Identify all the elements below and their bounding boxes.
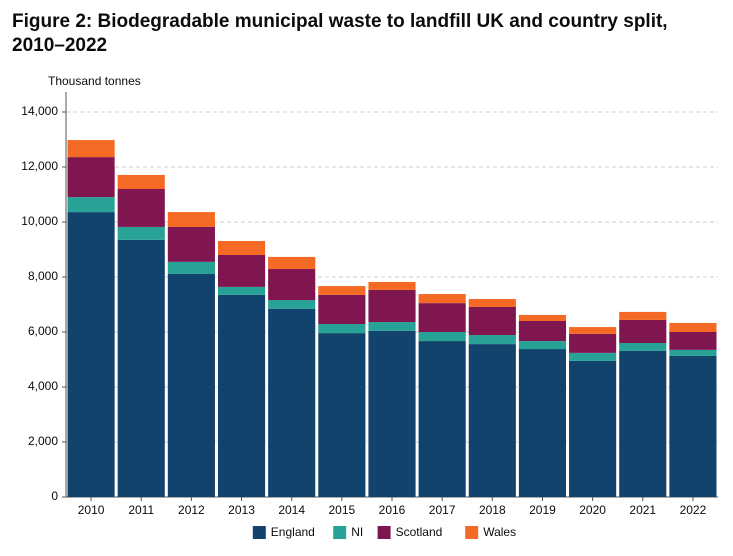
bar-segment (117, 226, 165, 240)
bar-segment (217, 240, 266, 255)
chart-title: Figure 2: Biodegradable municipal waste … (12, 11, 668, 56)
legend-label: Wales (483, 525, 516, 539)
legend-swatch (252, 526, 266, 539)
bar-segment (67, 157, 115, 198)
y-tick-label: 4,000 (28, 379, 58, 393)
y-tick-label: 12,000 (21, 159, 58, 173)
bar-segment (468, 335, 516, 345)
y-tick-label: 6,000 (28, 324, 58, 338)
bar-segment (518, 349, 567, 497)
bar-segment (518, 341, 567, 350)
y-tick-label: 8,000 (28, 269, 58, 283)
bar-segment (318, 324, 366, 334)
bar-segment (268, 269, 316, 301)
bar-segment (167, 261, 215, 274)
x-tick-label: 2014 (278, 503, 305, 517)
bar-segment (569, 360, 617, 497)
x-tick-label: 2022 (680, 503, 707, 517)
x-tick-label: 2020 (579, 503, 606, 517)
bar-segment (268, 300, 316, 309)
bar-segment (268, 256, 316, 270)
bar-segment (619, 319, 667, 343)
bar-segment (518, 321, 567, 342)
x-tick-label: 2019 (529, 503, 556, 517)
bar-segment (468, 306, 516, 336)
bar-segment (217, 294, 266, 497)
bar-segment (418, 341, 466, 497)
bar-segment (619, 311, 667, 320)
y-tick-label: 14,000 (21, 104, 58, 118)
bar-segment (318, 286, 366, 295)
bar-segment (117, 189, 165, 227)
bar-segment (368, 289, 416, 323)
legend-swatch (333, 526, 347, 539)
bar-segment (518, 314, 567, 321)
bar-segment (368, 330, 416, 497)
bar-segment (318, 294, 366, 325)
bar-segment (167, 212, 215, 227)
bar-segment (669, 349, 717, 356)
x-tick-label: 2018 (479, 503, 506, 517)
bar-segment (669, 355, 717, 497)
bar-segment (569, 327, 617, 334)
bar-segment (619, 343, 667, 351)
x-tick-label: 2015 (328, 503, 355, 517)
bar-segment (468, 299, 516, 307)
bar-segment (67, 212, 115, 497)
bar-segment (217, 286, 266, 295)
x-tick-label: 2010 (78, 503, 105, 517)
bar-segment (67, 140, 115, 158)
y-tick-label: 0 (51, 489, 58, 503)
bar-segment (368, 281, 416, 290)
bar-segment (117, 239, 165, 497)
bar-segment (368, 322, 416, 331)
bar-segment (167, 273, 215, 497)
legend-swatch (377, 526, 391, 539)
bar-segment (669, 332, 717, 350)
legend-label: England (271, 525, 315, 539)
bar-segment (318, 333, 366, 497)
y-tick-label: 2,000 (28, 434, 58, 448)
bar-segment (167, 226, 215, 262)
x-tick-label: 2012 (178, 503, 205, 517)
bar-segment (569, 333, 617, 353)
y-axis-label: Thousand tonnes (48, 74, 141, 88)
bar-segment (217, 255, 266, 287)
bar-segment (268, 308, 316, 497)
x-tick-label: 2013 (228, 503, 255, 517)
bar-segment (569, 352, 617, 361)
bar-segment (418, 294, 466, 304)
bar-segment (117, 174, 165, 189)
bar-segment (468, 344, 516, 497)
y-tick-label: 10,000 (21, 214, 58, 228)
bar-segment (619, 350, 667, 497)
x-tick-label: 2016 (379, 503, 406, 517)
bar-segment (418, 303, 466, 332)
bar-segment (669, 322, 717, 332)
legend-label: Scotland (396, 525, 443, 539)
legend-swatch (465, 526, 479, 539)
x-tick-label: 2011 (128, 503, 154, 517)
bar-segment (418, 332, 466, 342)
x-tick-label: 2021 (629, 503, 656, 517)
bar-segment (67, 197, 115, 213)
legend-label: NI (351, 525, 363, 539)
x-tick-label: 2017 (429, 503, 456, 517)
